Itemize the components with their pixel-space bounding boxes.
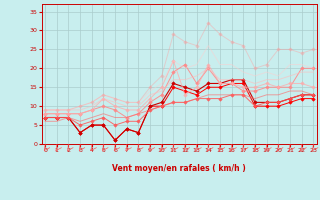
X-axis label: Vent moyen/en rafales ( km/h ): Vent moyen/en rafales ( km/h ) [112, 164, 246, 173]
